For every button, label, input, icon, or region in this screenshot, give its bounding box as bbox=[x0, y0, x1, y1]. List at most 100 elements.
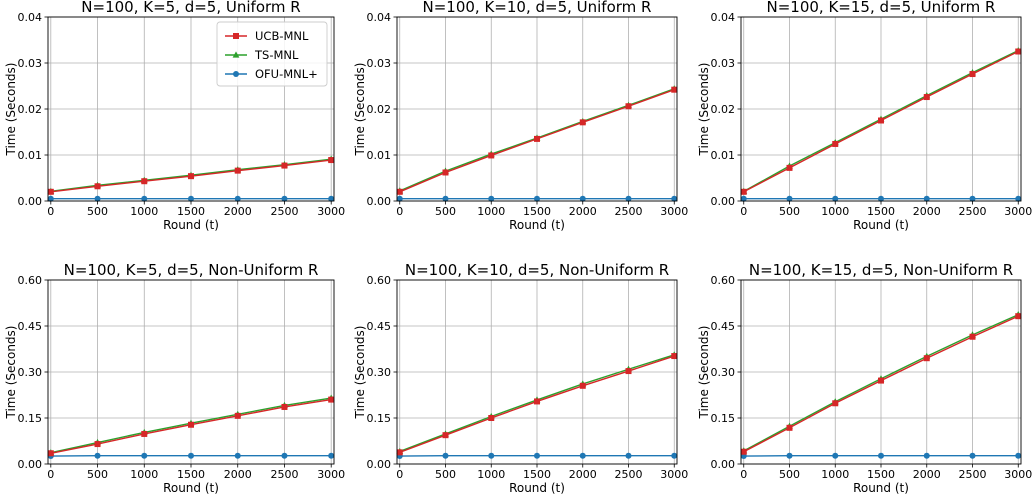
data-point-ucb-mnl bbox=[970, 71, 976, 77]
y-tick-label: 0.04 bbox=[18, 11, 43, 24]
x-tick-label: 3000 bbox=[317, 205, 345, 218]
data-point-ofu-mnl- bbox=[442, 453, 448, 459]
x-tick-label: 1500 bbox=[867, 468, 895, 481]
data-point-ofu-mnl- bbox=[95, 453, 101, 459]
data-point-ucb-mnl bbox=[924, 94, 930, 100]
y-tick-label: 0.03 bbox=[711, 57, 736, 70]
data-point-ofu-mnl- bbox=[970, 453, 976, 459]
x-tick-label: 1500 bbox=[177, 468, 205, 481]
data-point-ucb-mnl bbox=[580, 119, 586, 125]
data-point-ucb-mnl bbox=[671, 353, 677, 359]
data-point-ofu-mnl- bbox=[786, 453, 792, 459]
data-point-ofu-mnl- bbox=[1015, 453, 1021, 459]
data-point-ucb-mnl bbox=[188, 422, 194, 428]
data-point-ucb-mnl bbox=[626, 368, 632, 374]
data-point-ofu-mnl- bbox=[832, 453, 838, 459]
data-point-ofu-mnl- bbox=[534, 453, 540, 459]
chart-title: N=100, K=15, d=5, Non-Uniform R bbox=[749, 261, 1013, 279]
data-point-ucb-mnl bbox=[48, 450, 54, 456]
data-point-ucb-mnl bbox=[832, 400, 838, 406]
y-tick-label: 0.04 bbox=[711, 11, 736, 24]
x-tick-label: 500 bbox=[87, 205, 108, 218]
chart-title: N=100, K=10, d=5, Non-Uniform R bbox=[405, 261, 669, 279]
data-point-ucb-mnl bbox=[235, 413, 241, 419]
x-tick-label: 0 bbox=[47, 205, 54, 218]
y-axis-label: Time (Seconds) bbox=[697, 63, 711, 157]
x-tick-label: 2000 bbox=[224, 205, 252, 218]
data-point-ucb-mnl bbox=[878, 378, 884, 384]
data-point-ofu-mnl- bbox=[580, 453, 586, 459]
data-point-ofu-mnl- bbox=[235, 453, 241, 459]
x-tick-label: 3000 bbox=[660, 468, 688, 481]
data-point-ofu-mnl- bbox=[626, 453, 632, 459]
x-tick-label: 1000 bbox=[130, 468, 158, 481]
y-tick-label: 0.60 bbox=[367, 274, 392, 287]
x-tick-label: 500 bbox=[87, 468, 108, 481]
y-tick-label: 0.02 bbox=[367, 103, 392, 116]
data-point-ucb-mnl bbox=[141, 178, 147, 184]
legend-entry-ucb-mnl: UCB-MNL bbox=[255, 29, 309, 43]
x-tick-label: 0 bbox=[740, 205, 747, 218]
x-tick-label: 500 bbox=[779, 468, 800, 481]
y-tick-label: 0.30 bbox=[711, 366, 736, 379]
y-tick-label: 0.15 bbox=[18, 412, 43, 425]
y-tick-label: 0.30 bbox=[367, 366, 392, 379]
y-tick-label: 0.45 bbox=[711, 320, 736, 333]
y-tick-label: 0.00 bbox=[711, 195, 736, 208]
data-point-ucb-mnl bbox=[1015, 49, 1021, 55]
y-tick-label: 0.01 bbox=[367, 149, 392, 162]
x-tick-label: 1000 bbox=[477, 205, 505, 218]
x-tick-label: 1000 bbox=[130, 205, 158, 218]
data-point-ucb-mnl bbox=[488, 415, 494, 421]
y-tick-label: 0.02 bbox=[18, 103, 43, 116]
y-tick-label: 0.15 bbox=[367, 412, 392, 425]
chart-title: N=100, K=5, d=5, Uniform R bbox=[81, 0, 300, 16]
x-axis-label: Round (t) bbox=[163, 481, 219, 495]
y-tick-label: 0.60 bbox=[711, 274, 736, 287]
y-tick-label: 0.30 bbox=[18, 366, 43, 379]
data-point-ucb-mnl bbox=[281, 163, 287, 169]
x-tick-label: 0 bbox=[396, 468, 403, 481]
x-tick-label: 2000 bbox=[569, 205, 597, 218]
x-tick-label: 2500 bbox=[959, 468, 987, 481]
y-tick-label: 0.04 bbox=[367, 11, 392, 24]
x-tick-label: 2000 bbox=[913, 468, 941, 481]
x-tick-label: 1500 bbox=[177, 205, 205, 218]
data-point-ucb-mnl bbox=[1015, 313, 1021, 319]
x-tick-label: 3000 bbox=[317, 468, 345, 481]
data-point-ucb-mnl bbox=[741, 189, 747, 195]
data-point-ofu-mnl- bbox=[671, 453, 677, 459]
data-point-ucb-mnl bbox=[95, 183, 101, 189]
y-axis-label: Time (Seconds) bbox=[4, 63, 18, 157]
x-tick-label: 1000 bbox=[821, 468, 849, 481]
legend-marker-ucb-mnl bbox=[233, 33, 239, 39]
data-point-ucb-mnl bbox=[924, 355, 930, 361]
x-tick-label: 2000 bbox=[224, 468, 252, 481]
x-tick-label: 1000 bbox=[821, 205, 849, 218]
data-point-ucb-mnl bbox=[281, 404, 287, 410]
data-point-ucb-mnl bbox=[534, 398, 540, 404]
y-tick-label: 0.00 bbox=[18, 458, 43, 471]
data-point-ofu-mnl- bbox=[924, 453, 930, 459]
data-point-ofu-mnl- bbox=[281, 453, 287, 459]
data-point-ucb-mnl bbox=[95, 441, 101, 447]
x-tick-label: 1000 bbox=[477, 468, 505, 481]
x-tick-label: 500 bbox=[779, 205, 800, 218]
x-tick-label: 3000 bbox=[1004, 205, 1032, 218]
x-tick-label: 3000 bbox=[1004, 468, 1032, 481]
y-tick-label: 0.01 bbox=[711, 149, 736, 162]
x-axis-label: Round (t) bbox=[509, 218, 565, 232]
y-tick-label: 0.45 bbox=[367, 320, 392, 333]
x-tick-label: 2500 bbox=[615, 468, 643, 481]
data-point-ucb-mnl bbox=[741, 449, 747, 455]
data-point-ucb-mnl bbox=[786, 165, 792, 171]
data-point-ucb-mnl bbox=[671, 87, 677, 93]
data-point-ofu-mnl- bbox=[188, 453, 194, 459]
x-tick-label: 1500 bbox=[523, 468, 551, 481]
